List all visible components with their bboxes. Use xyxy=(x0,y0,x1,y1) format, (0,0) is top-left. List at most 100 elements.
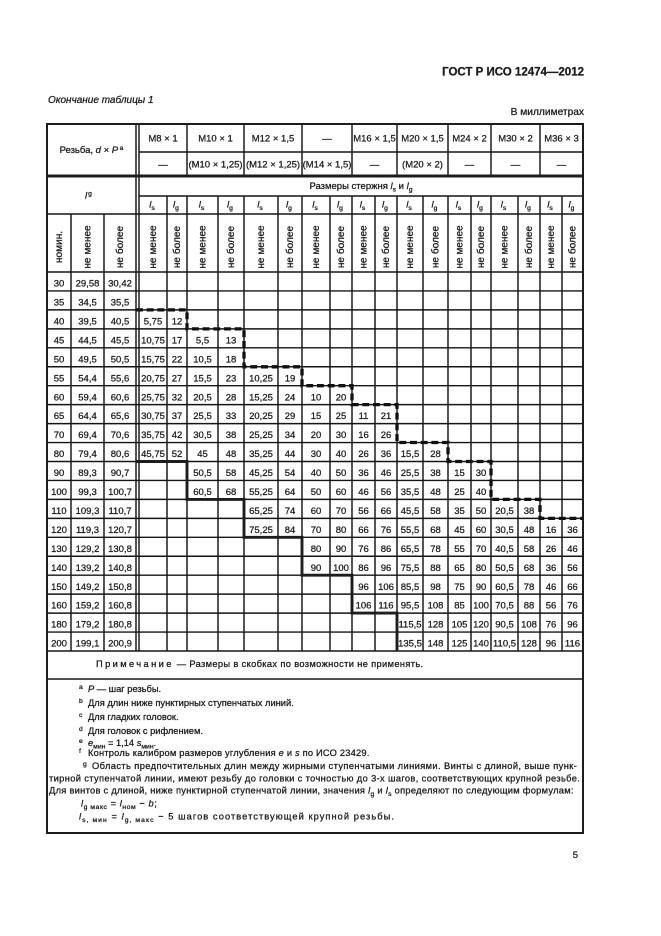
svg-text:15: 15 xyxy=(454,468,465,479)
svg-text:148: 148 xyxy=(428,639,444,650)
svg-text:М24 × 2: М24 × 2 xyxy=(452,134,487,145)
svg-text:30: 30 xyxy=(336,430,347,441)
svg-text:16: 16 xyxy=(358,430,369,441)
svg-text:ls: ls xyxy=(360,200,366,212)
svg-text:lg: lg xyxy=(286,200,292,212)
svg-text:Для длин ниже пунктирных ступе: Для длин ниже пунктирных ступенчатых лин… xyxy=(88,698,294,708)
svg-text:130,8: 130,8 xyxy=(108,544,132,555)
svg-text:не более: не более xyxy=(171,225,183,268)
svg-text:135,5: 135,5 xyxy=(398,639,422,650)
svg-text:Примечание — Размеры в скобках: Примечание — Размеры в скобках по возмож… xyxy=(96,659,423,669)
svg-text:55: 55 xyxy=(54,373,65,384)
svg-text:ls: ls xyxy=(547,200,553,212)
svg-text:140: 140 xyxy=(51,563,67,574)
svg-text:88: 88 xyxy=(430,563,441,574)
svg-text:lg: lg xyxy=(85,190,92,201)
svg-text:150: 150 xyxy=(51,582,67,593)
svg-text:46: 46 xyxy=(567,544,578,555)
svg-text:65: 65 xyxy=(54,411,65,422)
svg-text:60: 60 xyxy=(311,506,322,517)
svg-text:60: 60 xyxy=(476,525,487,536)
svg-text:56: 56 xyxy=(358,506,369,517)
svg-text:100: 100 xyxy=(473,601,489,612)
svg-text:66: 66 xyxy=(358,525,369,536)
svg-text:55,5: 55,5 xyxy=(401,525,420,536)
svg-text:35,25: 35,25 xyxy=(249,449,273,460)
svg-text:lg: lg xyxy=(477,200,483,212)
svg-text:5,75: 5,75 xyxy=(144,317,163,328)
svg-text:17: 17 xyxy=(172,335,183,346)
svg-text:25,5: 25,5 xyxy=(401,468,420,479)
svg-text:60: 60 xyxy=(54,392,65,403)
svg-text:59,4: 59,4 xyxy=(78,392,97,403)
svg-text:60: 60 xyxy=(336,487,347,498)
svg-text:45: 45 xyxy=(54,335,65,346)
svg-text:Резьба, d × Pa: Резьба, d × Pa xyxy=(60,145,124,156)
svg-text:100: 100 xyxy=(51,487,67,498)
svg-text:49,5: 49,5 xyxy=(78,354,97,365)
svg-text:80: 80 xyxy=(311,544,322,555)
svg-text:96: 96 xyxy=(546,639,557,650)
svg-text:Для головок с рифлением.: Для головок с рифлением. xyxy=(88,726,203,736)
svg-text:lg: lg xyxy=(382,200,388,212)
svg-text:116: 116 xyxy=(565,639,580,650)
svg-text:30,75: 30,75 xyxy=(141,411,165,422)
svg-text:39,5: 39,5 xyxy=(78,317,97,328)
svg-text:не более: не более xyxy=(475,225,487,268)
svg-text:90: 90 xyxy=(54,468,65,479)
svg-text:66: 66 xyxy=(381,506,392,517)
svg-text:30: 30 xyxy=(476,468,487,479)
svg-text:79,4: 79,4 xyxy=(78,449,97,460)
svg-text:90,7: 90,7 xyxy=(111,468,130,479)
svg-text:38: 38 xyxy=(226,430,237,441)
svg-text:c: c xyxy=(79,712,83,719)
svg-text:106: 106 xyxy=(356,601,372,612)
svg-text:70,5: 70,5 xyxy=(495,601,514,612)
svg-text:М16 × 1,5: М16 × 1,5 xyxy=(353,134,396,145)
svg-text:10,25: 10,25 xyxy=(249,373,273,384)
svg-text:140,8: 140,8 xyxy=(108,563,132,574)
svg-text:120: 120 xyxy=(51,525,67,536)
svg-text:37: 37 xyxy=(172,411,183,422)
svg-text:g: g xyxy=(83,761,87,768)
svg-text:Окончание таблицы 1: Окончание таблицы 1 xyxy=(48,94,154,106)
svg-text:не менее: не менее xyxy=(546,225,557,269)
svg-text:56: 56 xyxy=(381,487,392,498)
svg-text:—: — xyxy=(370,160,380,171)
svg-text:96: 96 xyxy=(567,620,578,631)
svg-text:номин.: номин. xyxy=(54,231,65,263)
svg-text:125: 125 xyxy=(452,639,468,650)
svg-text:199,1: 199,1 xyxy=(76,639,100,650)
svg-text:не менее: не менее xyxy=(359,225,370,269)
svg-text:60,6: 60,6 xyxy=(111,392,130,403)
svg-text:100,7: 100,7 xyxy=(108,487,132,498)
svg-text:15: 15 xyxy=(311,411,322,422)
svg-text:45: 45 xyxy=(454,525,465,536)
svg-text:56: 56 xyxy=(546,601,557,612)
svg-text:68: 68 xyxy=(430,525,441,536)
svg-text:160: 160 xyxy=(51,601,67,612)
svg-text:М20 × 1,5: М20 × 1,5 xyxy=(401,134,444,145)
svg-text:54: 54 xyxy=(285,468,296,479)
svg-text:54,4: 54,4 xyxy=(78,373,97,384)
svg-text:80: 80 xyxy=(476,563,487,574)
svg-text:30: 30 xyxy=(311,449,322,460)
svg-text:50: 50 xyxy=(311,487,322,498)
svg-text:(М20 × 2): (М20 × 2) xyxy=(402,160,443,171)
svg-text:lg: lg xyxy=(569,200,575,212)
svg-text:84: 84 xyxy=(285,525,296,536)
svg-text:40: 40 xyxy=(311,468,322,479)
svg-text:115,5: 115,5 xyxy=(398,620,421,631)
svg-text:26: 26 xyxy=(358,449,369,460)
svg-text:40,5: 40,5 xyxy=(495,544,514,555)
svg-text:20,5: 20,5 xyxy=(495,506,514,517)
svg-text:38: 38 xyxy=(524,506,535,517)
svg-text:200,9: 200,9 xyxy=(108,639,132,650)
svg-text:не более: не более xyxy=(114,225,126,268)
svg-text:21: 21 xyxy=(381,411,392,422)
svg-text:100: 100 xyxy=(333,563,349,574)
svg-text:75: 75 xyxy=(454,582,465,593)
svg-text:не менее: не менее xyxy=(148,225,159,269)
svg-text:ls: ls xyxy=(501,200,507,212)
svg-text:20,5: 20,5 xyxy=(193,392,212,403)
